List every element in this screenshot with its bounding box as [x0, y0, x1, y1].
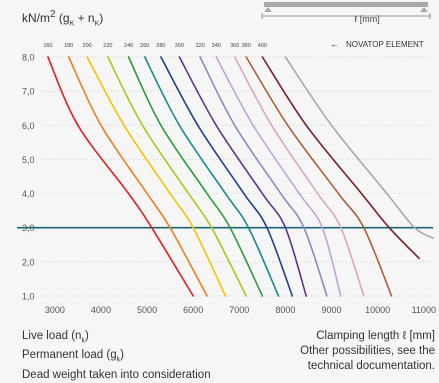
series-line — [245, 56, 393, 297]
series-label: 160 — [43, 43, 52, 49]
x-tick-label: 7000 — [229, 305, 249, 315]
series-layer — [47, 56, 434, 297]
unit-sup: 2 — [50, 9, 56, 20]
live-load-text: Live load (n — [22, 330, 82, 342]
x-tick-label: 4000 — [91, 305, 111, 315]
y-tick-label: 4,0 — [22, 189, 35, 199]
series-line — [178, 56, 307, 297]
y-tick-label: 2,0 — [22, 257, 35, 267]
series-line — [160, 56, 294, 297]
series-label: 180 — [64, 43, 73, 49]
y-axis-unit-label: kN/m2 (gK + nK) — [22, 9, 103, 27]
series-label: 400 — [258, 43, 267, 49]
permanent-load-sub: k — [116, 356, 121, 364]
technical-documentation-note: technical documentation. — [307, 360, 435, 372]
series-label: 340 — [212, 43, 221, 49]
series-label: 220 — [103, 43, 112, 49]
x-tick-label: 5000 — [137, 305, 157, 315]
unit-open: (g — [55, 11, 70, 25]
y-tick-label: 6,0 — [22, 121, 35, 131]
series-line — [107, 56, 247, 297]
dead-weight-note: Dead weight taken into consideration — [22, 368, 211, 381]
clamping-text: Clamping length — [316, 330, 400, 342]
permanent-load-text: Permanent load (g — [22, 349, 117, 362]
unit-main: kN/m — [22, 11, 50, 25]
x-axis-tick-labels: 3000 4000 5000 6000 7000 8000 9000 10000 11000 — [45, 305, 436, 315]
span-label: ℓ [mm] — [354, 14, 379, 24]
series-line — [284, 56, 434, 239]
x-tick-label: 10000 — [365, 305, 390, 315]
series-label: 300 — [175, 43, 184, 49]
series-label-layer: 160 180 200 220 240 260 280 300 320 340 360 380 400 — [43, 43, 267, 49]
series-label: 240 — [124, 43, 133, 49]
y-tick-label: 8,0 — [22, 53, 35, 63]
load-notes: Live load (nk) Permanent load (gk) Dead … — [22, 329, 211, 383]
series-label: 280 — [156, 43, 165, 49]
beam-bar — [264, 2, 428, 7]
x-tick-label: 9000 — [322, 305, 342, 315]
permanent-load-note: Permanent load (gk) — [22, 349, 124, 364]
series-label: 200 — [83, 43, 92, 49]
live-load-note: Live load (nk) — [22, 330, 89, 345]
y-tick-label: 5,0 — [22, 155, 35, 165]
legend-arrow-icon: ← — [330, 39, 339, 49]
unit-plus: + n — [74, 11, 95, 25]
series-label: 320 — [196, 43, 205, 49]
series-label: 360 — [230, 43, 239, 49]
y-tick-label: 1,0 — [22, 292, 35, 302]
series-line — [261, 56, 420, 260]
legend: ← NOVATOP ELEMENT — [330, 39, 424, 49]
series-label: 260 — [140, 43, 149, 49]
other-possibilities-note: Other possibilities, see the — [300, 345, 435, 357]
clamping-notes: Clamping length ℓ [mm] Other possibiliti… — [300, 329, 435, 374]
grid — [41, 56, 433, 297]
series-line — [47, 56, 194, 297]
series-line — [144, 56, 280, 297]
clamping-length-note: Clamping length ℓ [mm] — [300, 329, 435, 344]
unit-sub-k2: K — [94, 20, 100, 28]
series-line — [86, 56, 227, 297]
left-support-icon — [264, 7, 272, 12]
series-line — [233, 56, 365, 297]
y-tick-label: 3,0 — [22, 223, 35, 233]
series-line — [127, 56, 264, 297]
unit-close: ) — [99, 11, 104, 25]
beam-diagram: ℓ [mm] — [261, 2, 431, 24]
x-tick-label: 3000 — [45, 305, 65, 315]
y-axis-tick-labels: 1,0 2,0 3,0 4,0 5,0 6,0 7,0 8,0 — [22, 53, 35, 302]
series-line — [215, 56, 342, 297]
legend-label: NOVATOP ELEMENT — [346, 40, 424, 49]
y-tick-label: 7,0 — [22, 87, 35, 97]
x-tick-label: 6000 — [183, 305, 203, 315]
series-line — [67, 56, 208, 297]
series-label: 380 — [242, 43, 251, 49]
x-tick-label: 11000 — [412, 305, 436, 315]
right-support-icon — [420, 7, 428, 12]
x-tick-label: 8000 — [275, 305, 295, 315]
live-load-sub: k — [81, 337, 85, 345]
series-line — [199, 56, 328, 297]
clamping-symbol: ℓ [mm] — [402, 330, 435, 342]
unit-sub-k1: K — [69, 20, 75, 28]
